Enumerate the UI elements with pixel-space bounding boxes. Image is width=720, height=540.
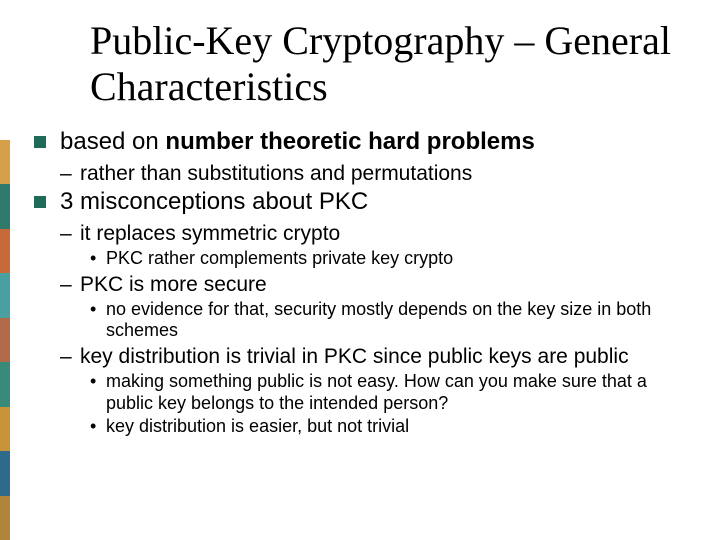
stripe-segment: [0, 451, 10, 495]
bullet-level1: based on number theoretic hard problems: [30, 128, 690, 157]
decorative-stripe: [0, 140, 10, 540]
bullet-text: 3 misconceptions about PKC: [60, 188, 368, 215]
stripe-segment: [0, 140, 10, 184]
stripe-segment: [0, 318, 10, 362]
bullet-level2: it replaces symmetric crypto: [60, 221, 690, 246]
bullet-level2: PKC is more secure: [60, 272, 690, 297]
bullet-text: number theoretic hard problems: [165, 128, 534, 155]
stripe-segment: [0, 362, 10, 406]
square-bullet-icon: [34, 196, 46, 208]
bullet-level2: key distribution is trivial in PKC since…: [60, 344, 690, 369]
bullet-level3: making something public is not easy. How…: [90, 371, 690, 414]
stripe-segment: [0, 229, 10, 273]
slide-content: Public-Key Cryptography – General Charac…: [0, 0, 720, 438]
square-bullet-icon: [34, 136, 46, 148]
stripe-segment: [0, 496, 10, 540]
stripe-segment: [0, 407, 10, 451]
slide-body: based on number theoretic hard problems r…: [30, 128, 690, 438]
stripe-segment: [0, 184, 10, 228]
stripe-segment: [0, 273, 10, 317]
bullet-level2: rather than substitutions and permutatio…: [60, 161, 690, 186]
bullet-level3: PKC rather complements private key crypt…: [90, 248, 690, 270]
bullet-level3: no evidence for that, security mostly de…: [90, 299, 690, 342]
slide-title: Public-Key Cryptography – General Charac…: [90, 18, 690, 110]
bullet-text: based on: [60, 128, 165, 155]
bullet-level1: 3 misconceptions about PKC: [30, 188, 690, 217]
bullet-level3: key distribution is easier, but not triv…: [90, 416, 690, 438]
